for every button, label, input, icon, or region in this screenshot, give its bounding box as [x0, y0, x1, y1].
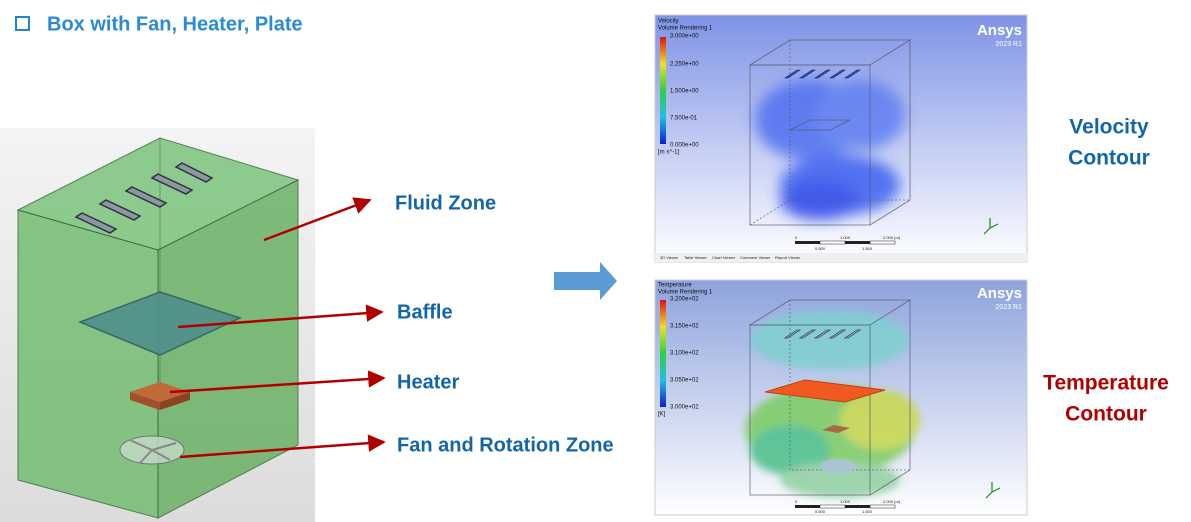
viewer-tab[interactable]: Comment Viewer [740, 255, 771, 260]
legend-unit: [m s^-1] [658, 150, 679, 156]
variable-name: Temperature [658, 283, 692, 289]
legend-label: 1.500e+00 [670, 89, 699, 95]
viewer-tab[interactable]: Report Viewer [775, 255, 801, 260]
version: 2023 R1 [996, 304, 1023, 311]
legend-label: 3.000e+00 [670, 34, 699, 40]
brand: Ansys [977, 22, 1022, 39]
label-baffle: Baffle [397, 301, 453, 323]
legend-label: 0.000e+00 [670, 143, 699, 149]
scale-label: 1.000 [840, 499, 851, 504]
temperature-panel: Temperature Volume Rendering 1 3.200e+02… [654, 279, 1028, 516]
rendering-name: Volume Rendering 1 [658, 290, 713, 296]
legend-label: 3.000e+02 [670, 405, 699, 411]
legend-label: 7.500e-01 [670, 116, 698, 122]
caption-velocity: Velocity [1069, 116, 1149, 139]
legend-unit: [K] [658, 412, 666, 418]
label-heater: Heater [397, 371, 459, 393]
scale-label: 2.000 (m) [883, 235, 901, 240]
legend-label: 3.100e+02 [670, 351, 699, 357]
flow-arrow [554, 262, 617, 300]
legend-label: 3.200e+02 [670, 297, 699, 303]
scale-label: 0.500 [815, 509, 826, 514]
viewer-tab[interactable]: 3D Viewer [660, 255, 679, 260]
scale-label: 0 [795, 235, 798, 240]
scale-label: 0.500 [815, 246, 826, 251]
rendering-name: Volume Rendering 1 [658, 26, 713, 32]
brand: Ansys [977, 285, 1022, 302]
legend-label: 3.050e+02 [670, 378, 699, 384]
checkbox-icon [15, 16, 30, 31]
caption-temperature: Temperature [1043, 372, 1169, 395]
label-fan: Fan and Rotation Zone [397, 434, 614, 456]
scale-label: 2.000 (m) [883, 499, 901, 504]
velocity-panel: Velocity Volume Rendering 1 3.000e+00 2.… [654, 14, 1028, 263]
version: 2023 R1 [996, 41, 1023, 48]
legend-label: 2.250e+00 [670, 62, 699, 68]
caption-velocity: Contour [1068, 147, 1150, 170]
viewer-tab[interactable]: Chart Viewer [712, 255, 736, 260]
title: Box with Fan, Heater, Plate [47, 13, 303, 35]
scale-label: 1.500 [862, 509, 873, 514]
legend-label: 3.150e+02 [670, 324, 699, 330]
variable-name: Velocity [658, 19, 679, 25]
box-model [0, 128, 315, 522]
pointer-arrows [169, 197, 386, 459]
scale-label: 1.000 [840, 235, 851, 240]
scale-label: 0 [795, 499, 798, 504]
label-fluid-zone: Fluid Zone [395, 192, 496, 214]
viewer-tab[interactable]: Table Viewer [684, 255, 707, 260]
scale-label: 1.500 [862, 246, 873, 251]
caption-temperature: Contour [1065, 403, 1147, 426]
